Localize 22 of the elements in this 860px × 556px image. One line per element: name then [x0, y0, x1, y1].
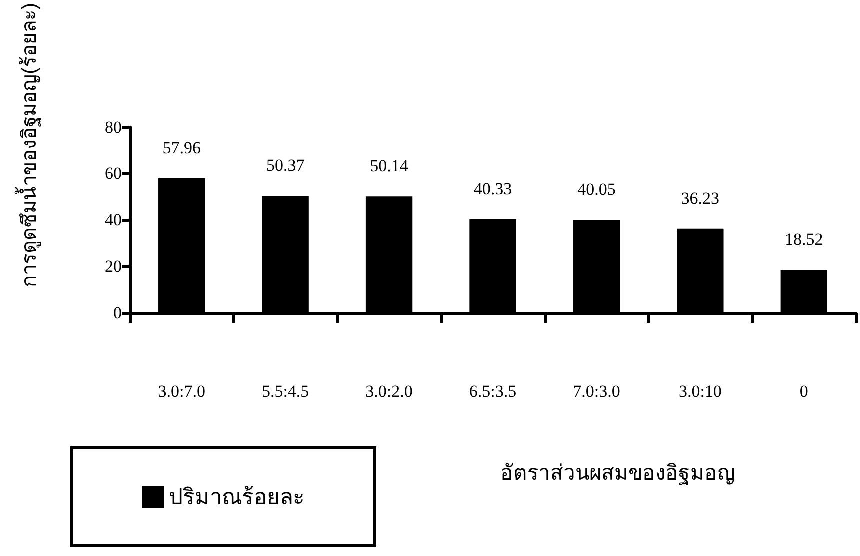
y-tick-label: 0: [114, 304, 122, 322]
data-label: 40.33: [474, 179, 512, 198]
legend-label: ปริมาณร้อยละ: [169, 484, 305, 510]
x-tick-label: 3.0:2.0: [366, 382, 413, 401]
y-tick-label: 40: [105, 210, 122, 230]
x-axis-title: อัตราส่วนผสมของอิฐมอญ: [500, 462, 736, 485]
data-label: 36.23: [681, 188, 720, 208]
data-label: 50.37: [266, 156, 306, 176]
x-tick-label: 3.0:7.0: [158, 382, 206, 401]
x-tick-label: 7.0:3.0: [573, 382, 620, 401]
x-tick-label: 5.5:4.5: [262, 382, 310, 401]
y-tick-label: 80: [105, 118, 122, 137]
x-tick-label: 0: [800, 382, 808, 401]
data-label: 50.14: [370, 156, 409, 176]
data-label: 57.96: [162, 138, 201, 158]
x-tick-label: 6.5:3.5: [469, 382, 517, 401]
y-tick-label: 20: [105, 257, 122, 276]
data-label: 40.05: [578, 180, 616, 200]
y-axis-title: การดูดซึมน้ำของอิฐมอญ(ร้อยละ): [15, 2, 42, 288]
data-label: 18.52: [785, 230, 824, 250]
y-tick-label: 60: [105, 164, 122, 184]
x-tick-label: 3.0:10: [678, 382, 722, 401]
